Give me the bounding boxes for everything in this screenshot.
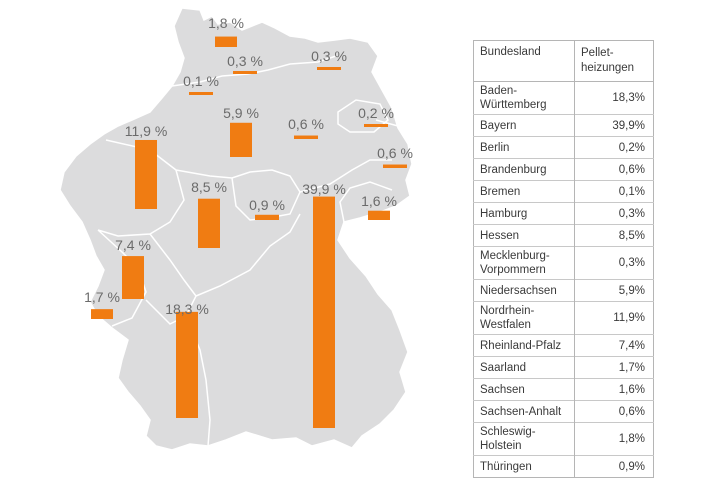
bar <box>189 92 213 95</box>
bar <box>294 135 318 139</box>
state-value: 18,3% <box>574 81 654 115</box>
bar <box>135 139 157 209</box>
table-row: Brandenburg 0,6% <box>473 158 654 181</box>
bar-value-label: 8,5 % <box>191 179 227 195</box>
bar-value-label: 1,7 % <box>84 289 120 305</box>
bar <box>364 124 388 127</box>
state-value: 1,7% <box>574 356 654 379</box>
bar-value-label: 11,9 % <box>125 123 168 139</box>
state-name: Niedersachsen <box>473 279 575 302</box>
table-row: Sachsen 1,6% <box>473 378 654 401</box>
state-value: 7,4% <box>574 334 654 357</box>
state-name: Brandenburg <box>473 158 575 181</box>
bar-value-label: 18,3 % <box>165 301 209 317</box>
state-value: 11,9% <box>574 301 654 335</box>
bar-value-label: 0,6 % <box>288 116 324 132</box>
table-row: Baden- Württemberg 18,3% <box>473 81 654 115</box>
state-name: Baden- Württemberg <box>473 81 575 115</box>
state-value: 0,6% <box>574 400 654 423</box>
state-value: 5,9% <box>574 279 654 302</box>
bar-value-label: 0,2 % <box>358 105 394 121</box>
state-name: Thüringen <box>473 455 575 478</box>
table-row: Nordrhein- Westfalen 11,9% <box>473 301 654 335</box>
table-row: Mecklenburg- Vorpommern 0,3% <box>473 246 654 280</box>
bar <box>215 36 237 47</box>
bar-value-label: 1,6 % <box>361 193 397 209</box>
table-body: Baden- Württemberg 18,3% Bayern 39,9% Berlin… <box>473 81 654 478</box>
state-name: Nordrhein- Westfalen <box>473 301 575 335</box>
bar-value-label: 39,9 % <box>302 181 346 197</box>
bar <box>91 309 113 319</box>
germany-map-chart: 1,8 % 0,3 % 0,3 % 0,1 % 0,2 % 0,6 % 5,9 % 0,6 %… <box>59 7 413 451</box>
table-row: Schleswig- Holstein 1,8% <box>473 422 654 456</box>
state-name: Hessen <box>473 224 575 247</box>
table-row: Thüringen 0,9% <box>473 455 654 478</box>
table-row: Sachsen-Anhalt 0,6% <box>473 400 654 423</box>
state-value: 0,1% <box>574 180 654 203</box>
state-name: Berlin <box>473 136 575 159</box>
bar <box>122 256 144 299</box>
bar-value-label: 1,8 % <box>208 15 244 31</box>
bar-value-label: 0,3 % <box>311 48 347 64</box>
bar-value-label: 0,6 % <box>377 145 413 161</box>
table-header-state: Bundesland <box>473 40 575 82</box>
bar <box>230 122 252 157</box>
table-row: Hessen 8,5% <box>473 224 654 247</box>
state-value: 39,9% <box>574 114 654 137</box>
bar-value-label: 0,1 % <box>183 73 219 89</box>
bar <box>383 164 407 168</box>
state-name: Mecklenburg- Vorpommern <box>473 246 575 280</box>
table-row: Berlin 0,2% <box>473 136 654 159</box>
state-name: Bayern <box>473 114 575 137</box>
state-name: Bremen <box>473 180 575 203</box>
state-value: 1,8% <box>574 422 654 456</box>
state-name: Schleswig- Holstein <box>473 422 575 456</box>
state-name: Sachsen <box>473 378 575 401</box>
state-value: 0,9% <box>574 455 654 478</box>
state-value: 8,5% <box>574 224 654 247</box>
bar-value-label: 0,9 % <box>249 197 285 213</box>
bar-value-label: 7,4 % <box>115 237 151 253</box>
table-header-value: Pellet- heizungen <box>574 40 654 82</box>
state-name: Hamburg <box>473 202 575 225</box>
state-value: 1,6% <box>574 378 654 401</box>
bar <box>198 198 220 248</box>
germany-map-shape <box>59 7 413 451</box>
state-name: Rheinland-Pfalz <box>473 334 575 357</box>
bars-layer: 1,8 % 0,3 % 0,3 % 0,1 % 0,2 % 0,6 % 5,9 % 0,6 %… <box>84 15 413 428</box>
table-header-row: Bundesland Pellet- heizungen <box>473 40 654 82</box>
bar-value-label: 5,9 % <box>223 105 259 121</box>
state-value: 0,6% <box>574 158 654 181</box>
state-value: 0,3% <box>574 202 654 225</box>
bar <box>368 210 390 220</box>
bar-value-label: 0,3 % <box>227 53 263 69</box>
table-row: Bremen 0,1% <box>473 180 654 203</box>
bar <box>255 214 279 220</box>
state-name: Saarland <box>473 356 575 379</box>
bar <box>317 67 341 70</box>
table-row: Bayern 39,9% <box>473 114 654 137</box>
table-row: Hamburg 0,3% <box>473 202 654 225</box>
table-row: Rheinland-Pfalz 7,4% <box>473 334 654 357</box>
bar <box>176 311 198 418</box>
table-row: Niedersachsen 5,9% <box>473 279 654 302</box>
bar <box>233 71 257 74</box>
legend-table: Bundesland Pellet- heizungen Baden- Würt… <box>473 40 654 478</box>
state-value: 0,2% <box>574 136 654 159</box>
table-row: Saarland 1,7% <box>473 356 654 379</box>
bar <box>313 196 335 428</box>
state-name: Sachsen-Anhalt <box>473 400 575 423</box>
state-value: 0,3% <box>574 246 654 280</box>
